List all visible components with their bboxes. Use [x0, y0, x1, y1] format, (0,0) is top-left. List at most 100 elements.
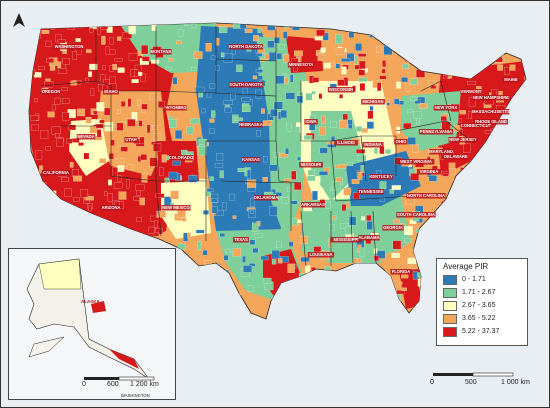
county-cell — [335, 34, 343, 44]
county-cell — [128, 233, 133, 241]
state-label-nevada: NEVADA — [77, 134, 94, 139]
county-cell — [104, 107, 111, 116]
county-cell — [29, 156, 30, 163]
county-cell — [484, 130, 492, 134]
county-cell — [316, 29, 325, 37]
county-cell — [491, 236, 496, 242]
county-cell — [72, 50, 78, 60]
county-cell — [343, 188, 352, 196]
county-cell — [138, 120, 143, 127]
county-cell — [219, 285, 223, 295]
legend-row: 5.22 - 37.37 — [443, 325, 521, 338]
county-cell — [349, 311, 355, 319]
county-cell — [187, 232, 191, 239]
county-cell — [221, 52, 225, 58]
county-cell — [269, 164, 278, 172]
county-cell — [215, 37, 220, 46]
state-label-bg — [503, 77, 519, 83]
county-cell — [211, 198, 218, 203]
county-cell — [404, 226, 413, 236]
state-label-wyoming: WYOMING — [166, 105, 187, 110]
county-cell — [181, 217, 187, 222]
county-cell — [329, 224, 335, 231]
county-cell — [518, 249, 524, 257]
legend-label: 1.71 - 2.67 — [462, 289, 496, 296]
county-cell — [414, 99, 421, 104]
county-cell — [48, 190, 57, 195]
county-cell — [417, 272, 423, 278]
county-cell — [282, 73, 287, 78]
county-cell — [128, 53, 138, 61]
county-cell — [210, 55, 216, 60]
county-cell — [489, 39, 497, 45]
county-cell — [490, 136, 494, 142]
county-cell — [35, 150, 43, 160]
state-label-kansas: KANSAS — [242, 157, 260, 162]
county-cell — [332, 215, 337, 221]
county-cell — [270, 108, 278, 117]
county-cell — [88, 205, 92, 212]
region-northeast-red — [436, 61, 526, 176]
state-label-pennsylvania: PENNSYLVANIA — [420, 129, 452, 134]
county-cell — [199, 305, 204, 310]
county-cell — [224, 106, 232, 113]
state-label-maryland: MARYLAND — [429, 149, 453, 154]
county-cell — [457, 227, 467, 235]
county-cell — [96, 102, 105, 112]
county-cell — [321, 115, 326, 124]
county-cell — [281, 197, 289, 204]
county-cell — [315, 102, 322, 109]
state-label-bg — [150, 49, 172, 55]
county-cell — [483, 39, 493, 47]
county-cell — [463, 238, 473, 242]
county-cell — [219, 26, 228, 34]
county-cell — [309, 123, 316, 131]
county-cell — [51, 104, 56, 111]
state-label-bg — [396, 212, 436, 218]
state-label-ohio: OHIO — [396, 139, 407, 144]
county-cell — [519, 40, 526, 44]
county-cell — [489, 153, 493, 161]
county-cell — [43, 212, 49, 217]
county-cell — [355, 43, 362, 51]
county-cell — [412, 271, 418, 280]
county-cell — [366, 215, 372, 221]
county-cell — [32, 29, 41, 39]
state-label-bg — [417, 169, 441, 175]
county-cell — [112, 235, 121, 244]
county-cell — [407, 137, 416, 145]
county-cell — [331, 136, 336, 142]
county-cell — [113, 182, 123, 190]
county-cell — [511, 242, 515, 252]
county-cell — [455, 192, 459, 198]
county-cell — [252, 75, 258, 80]
county-cell — [103, 233, 111, 242]
county-cell — [335, 47, 345, 55]
county-cell — [112, 64, 118, 70]
county-cell — [104, 122, 114, 132]
county-cell — [273, 101, 283, 110]
county-cell — [357, 258, 362, 263]
county-cell — [416, 33, 420, 43]
state-label-bg — [100, 205, 122, 211]
county-cell — [319, 171, 328, 176]
county-cell — [487, 247, 494, 256]
county-cell — [358, 77, 368, 82]
county-cell — [330, 120, 338, 128]
county-cell — [169, 119, 177, 129]
county-cell — [236, 64, 243, 72]
county-cell — [449, 168, 456, 175]
county-cell — [84, 196, 94, 201]
county-cell — [237, 168, 246, 173]
county-cell — [345, 226, 353, 235]
county-cell — [277, 258, 283, 264]
county-cell — [108, 153, 114, 160]
county-cell — [112, 236, 121, 242]
county-cell — [31, 226, 37, 234]
county-cell — [394, 98, 400, 105]
county-cell — [126, 164, 134, 170]
state-label-illinois: ILLINOIS — [337, 140, 355, 145]
county-cell — [129, 238, 133, 245]
county-cell — [219, 170, 224, 179]
